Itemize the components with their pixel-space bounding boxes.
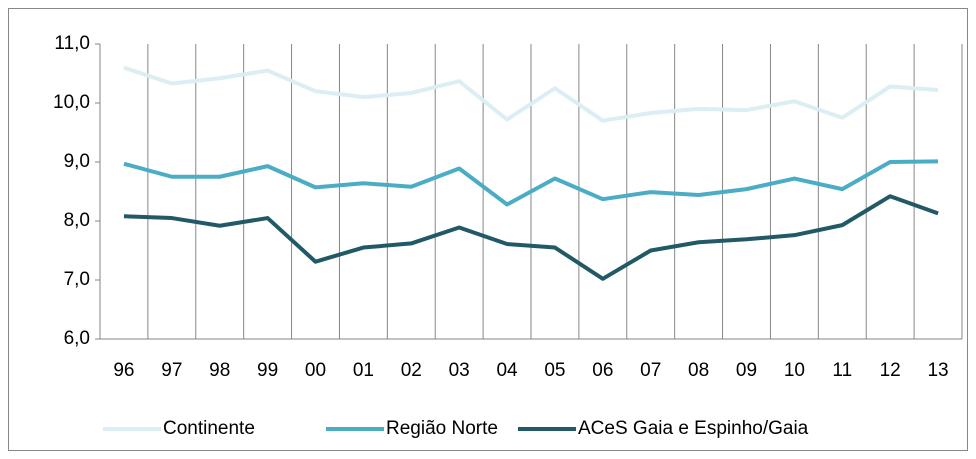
x-tick-label: 00 xyxy=(305,360,326,381)
x-tick-label: 05 xyxy=(544,360,565,381)
x-tick-label: 03 xyxy=(449,360,470,381)
y-tick-label: 7,0 xyxy=(64,269,90,290)
x-tick-label: 97 xyxy=(161,360,182,381)
y-tick-label: 11,0 xyxy=(54,33,90,54)
x-tick-label: 96 xyxy=(113,360,134,381)
x-tick-label: 01 xyxy=(353,360,374,381)
series-line xyxy=(123,159,939,207)
y-tick-label: 8,0 xyxy=(64,210,90,231)
x-tick-label: 02 xyxy=(401,360,422,381)
x-tick-label: 08 xyxy=(688,360,709,381)
y-tick-label: 10,0 xyxy=(53,92,90,113)
y-tick-label: 9,0 xyxy=(64,151,90,172)
y-tick-label: 6,0 xyxy=(64,328,90,349)
x-tick-label: 07 xyxy=(640,360,661,381)
legend-label: Região Norte xyxy=(386,418,498,439)
x-tick-label: 06 xyxy=(592,360,613,381)
x-tick-label: 09 xyxy=(736,360,757,381)
x-tick-label: 13 xyxy=(927,360,948,381)
x-tick-label: 98 xyxy=(209,360,230,381)
series-line xyxy=(123,65,939,123)
x-tick-label: 04 xyxy=(496,360,518,381)
legend-label: Continente xyxy=(163,418,255,439)
series-line xyxy=(123,194,939,281)
x-tick-label: 99 xyxy=(257,360,278,381)
x-tick-label: 10 xyxy=(784,360,805,381)
x-tick-label: 11 xyxy=(832,360,852,381)
x-tick-label: 12 xyxy=(880,360,901,381)
legend-label: ACeS Gaia e Espinho/Gaia xyxy=(578,418,809,439)
